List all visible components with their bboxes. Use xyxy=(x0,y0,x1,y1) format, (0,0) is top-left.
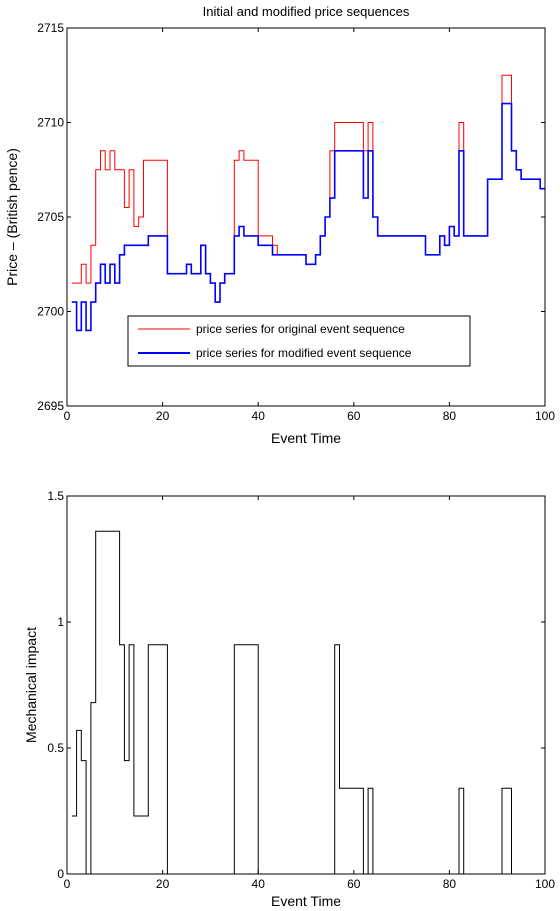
price-chart-title: Initial and modified price sequences xyxy=(203,4,410,19)
price-chart-legend: price series for original event sequence… xyxy=(127,315,471,367)
legend-label-modified: price series for modified event sequence xyxy=(196,346,412,360)
impact-x-tick-label: 40 xyxy=(252,877,266,891)
legend-label-original: price series for original event sequence xyxy=(196,322,405,336)
impact-x-tick-label: 20 xyxy=(156,877,170,891)
price-chart-series-group xyxy=(71,74,545,332)
price-x-tick-label: 60 xyxy=(347,409,361,423)
price-chart: Initial and modified price sequences 0 20… xyxy=(4,4,555,446)
impact-chart-y-label: Mechanical impact xyxy=(23,627,39,743)
price-x-tick-label: 100 xyxy=(535,409,555,423)
price-series-line-1 xyxy=(71,102,545,332)
impact-x-tick-label: 100 xyxy=(535,877,555,891)
price-x-tick-label: 20 xyxy=(156,409,170,423)
impact-y-tick-label: 0 xyxy=(57,867,64,881)
impact-x-tick-label: 0 xyxy=(64,877,71,891)
price-y-tick-label: 2695 xyxy=(37,399,64,413)
price-y-tick-label: 2705 xyxy=(37,210,64,224)
price-x-tick-label: 80 xyxy=(443,409,457,423)
price-y-tick-label: 2700 xyxy=(37,305,64,319)
impact-chart-plot-area xyxy=(67,496,545,874)
price-chart-x-label: Event Time xyxy=(271,430,341,446)
impact-y-tick-label: 0.5 xyxy=(47,741,64,755)
impact-x-tick-label: 80 xyxy=(443,877,457,891)
impact-x-tick-label: 60 xyxy=(347,877,361,891)
legend-box xyxy=(127,315,471,367)
price-chart-frame xyxy=(66,27,546,407)
price-chart-y-label: Price – (British pence) xyxy=(4,148,20,286)
price-y-tick-label: 2715 xyxy=(37,21,64,35)
impact-chart: 0 20 40 60 80 100 0 0.5 1 1.5 Event Time Mechanic… xyxy=(23,489,555,909)
impact-y-tick-label: 1 xyxy=(57,615,64,629)
impact-chart-x-label: Event Time xyxy=(271,893,341,909)
impact-chart-frame xyxy=(66,495,546,875)
impact-y-tick-label: 1.5 xyxy=(47,489,64,503)
price-x-tick-label: 40 xyxy=(252,409,266,423)
price-x-tick-label: 0 xyxy=(64,409,71,423)
price-y-tick-label: 2710 xyxy=(37,116,64,130)
